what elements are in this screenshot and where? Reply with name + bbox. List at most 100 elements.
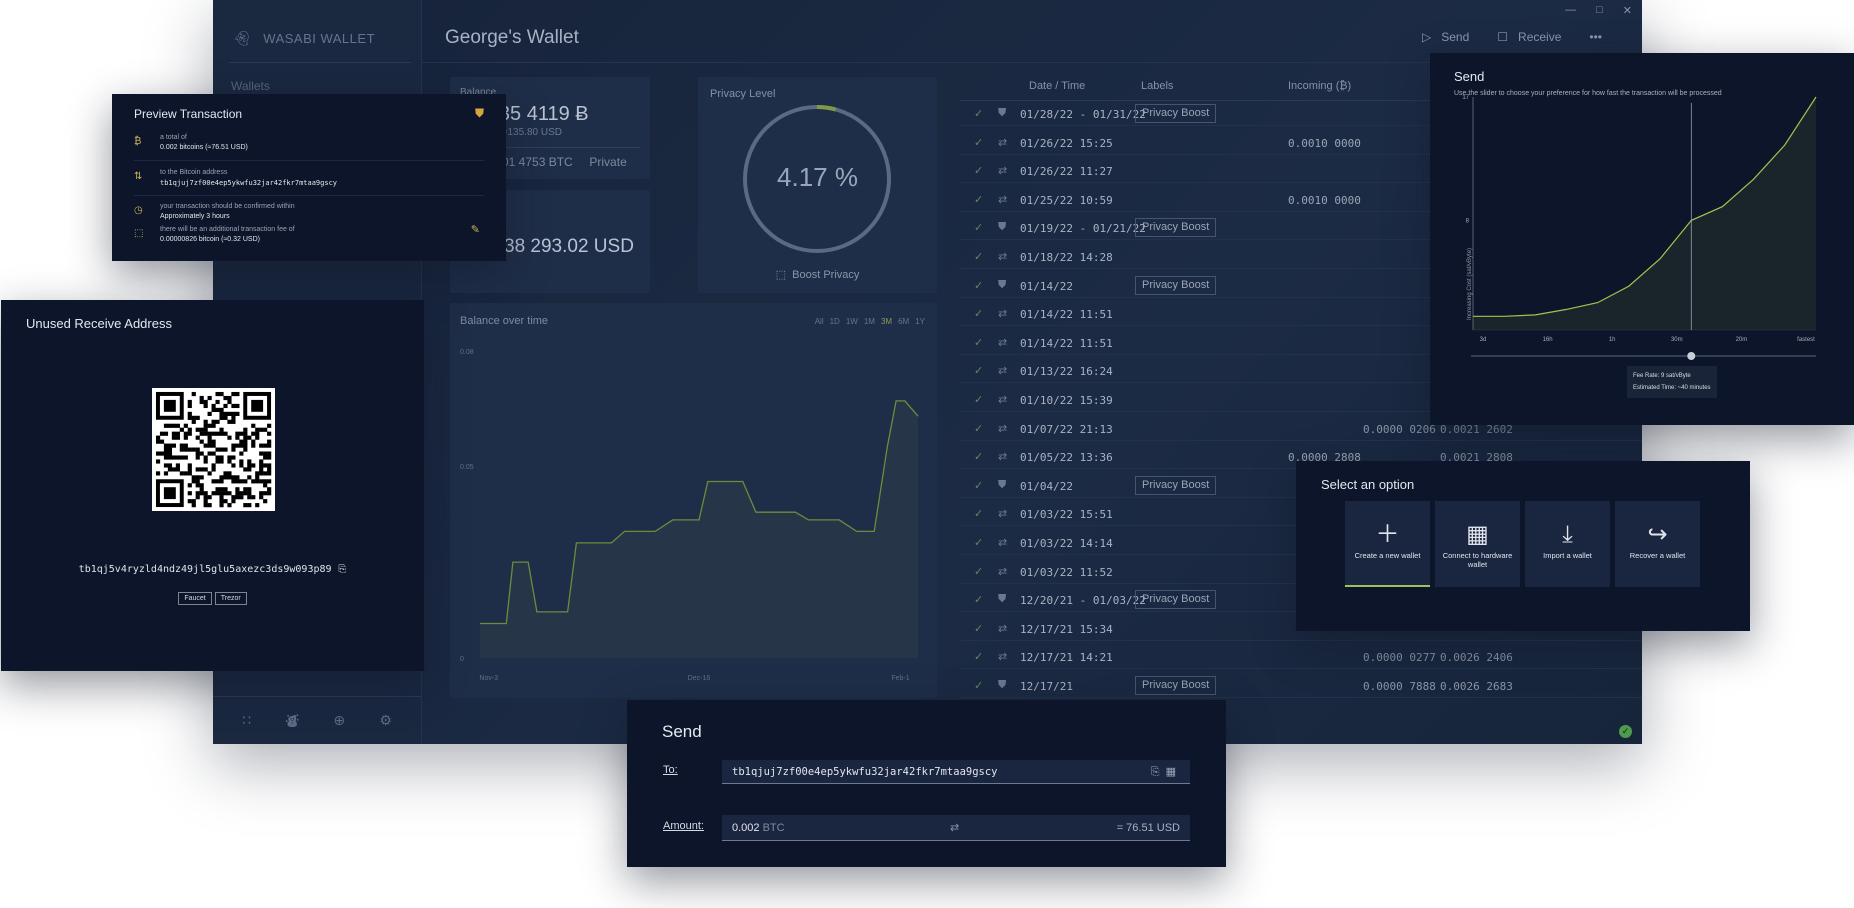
confirmed-check-icon: ✓ xyxy=(974,336,984,349)
boost-privacy-label: Boost Privacy xyxy=(792,269,860,281)
privacy-boost-tag[interactable]: Privacy Boost xyxy=(1135,475,1217,495)
range-all[interactable]: All xyxy=(814,317,824,326)
qr-module xyxy=(207,471,212,476)
privacy-ring xyxy=(743,105,891,253)
chart-title: Balance over time xyxy=(460,315,549,327)
table-row[interactable]: ✓ ⇄ 12/17/21 14:21 0.0000 0277 0.0026 2406 xyxy=(960,645,1642,670)
qr-module xyxy=(247,491,252,496)
copy-icon[interactable]: ⎘ xyxy=(338,564,347,575)
currency-swap-icon[interactable]: ⇄ xyxy=(950,822,960,834)
create-wallet-option[interactable]: ＋ Create a new wallet xyxy=(1345,501,1430,587)
range-1y[interactable]: 1Y xyxy=(915,317,925,326)
send-button[interactable]: ▷ Send xyxy=(1422,30,1469,44)
amount-input[interactable]: 0.002 BTC ⇄ = 76.51 USD xyxy=(722,815,1190,841)
row-date: 01/19/22 - 01/21/22 xyxy=(1020,222,1146,236)
row-date: 12/17/21 xyxy=(1020,680,1073,693)
balance-line xyxy=(480,400,919,625)
table-row[interactable]: ✓ ⇄ 01/07/22 21:13 0.0000 0206 0.0021 2602 xyxy=(960,417,1642,441)
qr-finder-core xyxy=(163,487,176,500)
incognito-icon[interactable]: ⛇ xyxy=(285,713,300,729)
qr-module xyxy=(195,455,200,460)
add-wallet-icon[interactable]: ⊕ xyxy=(333,712,346,728)
connection-status-icon[interactable]: ✓ xyxy=(1619,725,1632,738)
table-row[interactable]: ✓ ⇄ 01/25/22 10:59 0.0010 0000 xyxy=(960,188,1642,212)
balance-chart-tile: 0 0.05 0.08 Nov-3 Dec-16 Feb-1 Balance over t… xyxy=(450,303,937,698)
qr-module xyxy=(179,455,184,460)
qr-module xyxy=(175,435,180,440)
qr-module xyxy=(199,439,204,444)
connect-hardware-option[interactable]: ▦ Connect to hardware wallet xyxy=(1435,501,1520,587)
import-wallet-option[interactable]: ⤓ Import a wallet xyxy=(1525,501,1610,587)
sidebar-wallets-label[interactable]: Wallets xyxy=(231,79,270,93)
range-1d[interactable]: 1D xyxy=(829,317,840,326)
column-header-date[interactable]: Date / Time xyxy=(1029,80,1086,92)
privacy-boost-tag[interactable]: Privacy Boost xyxy=(1135,676,1217,695)
qr-module xyxy=(259,495,264,500)
row-balance: 0.0026 2683 xyxy=(1440,680,1513,693)
qr-module xyxy=(211,423,216,428)
table-row[interactable]: ✓ ⛊ 01/28/22 - 01/31/22 Privacy Boost xyxy=(960,102,1642,126)
table-row[interactable]: ✓ ⇄ 01/18/22 14:28 xyxy=(960,245,1642,269)
clock-icon: ◷ xyxy=(134,205,143,216)
qr-module xyxy=(215,487,220,492)
privacy-boost-tag[interactable]: Privacy Boost xyxy=(1135,218,1217,238)
table-row[interactable]: ✓ ⛊ 01/19/22 - 01/21/22 Privacy Boost xyxy=(960,216,1642,241)
to-address-input[interactable]: tb1qjuj7zf00e4ep5ykwfu32jar42fkr7mtaa9gs… xyxy=(722,760,1190,784)
close-icon[interactable]: ✕ xyxy=(1622,5,1632,17)
more-options-button[interactable]: ••• xyxy=(1589,30,1602,44)
range-3m[interactable]: 3M xyxy=(880,317,893,326)
settings-gear-icon[interactable]: ⚙ xyxy=(379,712,392,728)
preview-address-value: tb1qjuj7zf00e4ep5ykwfu32jar42fkr7mtaa9gs… xyxy=(160,179,338,187)
table-row[interactable]: ✓ ⇄ 01/14/22 11:51 xyxy=(960,331,1642,355)
privacy-boost-tag[interactable]: Privacy Boost xyxy=(1135,275,1217,295)
column-header-incoming[interactable]: Incoming (₿) xyxy=(1288,80,1352,92)
table-row[interactable]: ✓ ⇄ 01/14/22 11:51 xyxy=(960,302,1642,327)
qr-module xyxy=(215,431,220,436)
boost-privacy-button[interactable]: ⬚ Boost Privacy xyxy=(698,268,937,281)
qr-module xyxy=(215,447,220,452)
fee-chart: 17 8 Increasing Cost (sat/vByte) 3d 16h 1h 30m… xyxy=(1462,95,1817,360)
qr-module xyxy=(187,431,192,436)
qr-module xyxy=(251,443,256,448)
confirmed-check-icon: ✓ xyxy=(974,508,984,521)
grid-icon[interactable]: ∷ xyxy=(242,712,252,728)
qr-module xyxy=(259,463,264,468)
qr-module xyxy=(199,483,204,488)
trezor-button[interactable]: Trezor xyxy=(214,592,247,605)
qr-module xyxy=(267,479,272,484)
brand-name: WASABI WALLET xyxy=(263,31,376,46)
table-row[interactable]: ✓ ⇄ 01/10/22 15:39 xyxy=(960,388,1642,412)
paste-icon[interactable]: ⎘ xyxy=(1150,766,1166,778)
privacy-boost-tag[interactable]: Privacy Boost xyxy=(1135,104,1217,123)
table-row[interactable]: ✓ ⇄ 01/26/22 15:25 0.0010 0000 xyxy=(960,131,1642,155)
table-row[interactable]: ✓ ⇄ 01/13/22 16:24 xyxy=(960,359,1642,384)
recover-wallet-option[interactable]: ↪ Recover a wallet xyxy=(1615,501,1700,587)
qr-module xyxy=(219,447,224,452)
qr-module xyxy=(159,451,165,456)
fee-slider-thumb[interactable] xyxy=(1687,352,1696,360)
qr-module xyxy=(195,415,200,420)
edit-fee-icon[interactable]: ✎ xyxy=(470,224,480,236)
balance-area xyxy=(480,400,918,658)
table-row[interactable]: ✓ ⇄ 01/26/22 11:27 xyxy=(960,159,1642,184)
maximize-icon[interactable]: □ xyxy=(1596,4,1603,16)
column-header-labels[interactable]: Labels xyxy=(1141,80,1174,92)
qr-module xyxy=(203,503,208,508)
qr-module xyxy=(155,471,161,476)
table-row[interactable]: ✓ ⛊ 12/17/21 Privacy Boost 0.0000 7888 0.0026… xyxy=(960,674,1642,698)
range-6m[interactable]: 6M xyxy=(898,317,910,326)
qr-module xyxy=(155,439,161,444)
faucet-button[interactable]: Faucet xyxy=(178,592,212,605)
table-row[interactable]: ✓ ⛊ 01/14/22 Privacy Boost xyxy=(960,274,1642,298)
range-1w[interactable]: 1W xyxy=(845,317,858,326)
range-1m[interactable]: 1M xyxy=(863,317,875,326)
table-row[interactable]: ✓ ⇄ 12/17/21 15:34 xyxy=(960,617,1642,641)
confirmed-check-icon: ✓ xyxy=(974,308,984,321)
row-incoming: 0.0000 2808 xyxy=(1288,451,1361,465)
privacy-boost-tag[interactable]: Privacy Boost xyxy=(1135,590,1217,610)
minimize-icon[interactable]: — xyxy=(1565,4,1577,16)
receive-button[interactable]: ☐ Receive xyxy=(1497,30,1561,44)
qr-module xyxy=(219,479,224,484)
qr-scan-icon[interactable]: ▦ xyxy=(1165,766,1182,778)
transactions-table: Date / Time Labels Incoming (₿) ✓ ⛊ 01/28/… xyxy=(960,72,1642,698)
